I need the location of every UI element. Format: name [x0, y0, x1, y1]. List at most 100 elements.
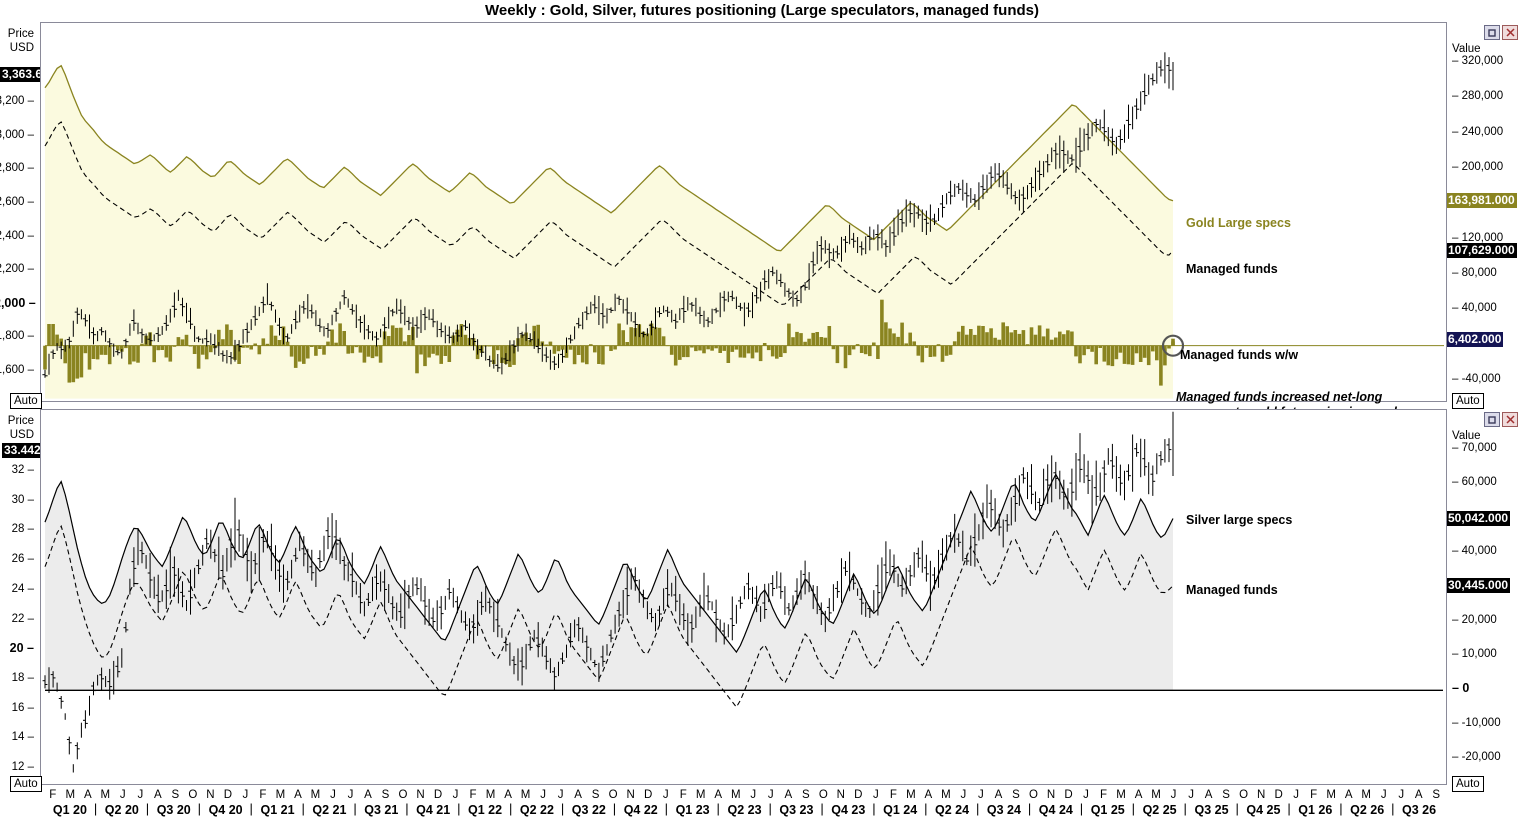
x-axis-month: A — [83, 789, 92, 801]
gold-right-tick: – 120,000 — [1452, 231, 1504, 244]
gold-panel: Price USD 3,200 – 3,000 – 2,800 – 2,600 – 2,40… — [0, 22, 1524, 419]
restore-icon[interactable] — [1484, 25, 1500, 40]
axis-head-price: Price — [7, 28, 34, 40]
x-axis-separator: | — [301, 801, 305, 816]
x-axis-quarter: Q4 24 — [1038, 803, 1073, 817]
x-axis-month: F — [49, 789, 57, 801]
x-axis-month: O — [1239, 789, 1249, 801]
axis-head-value: Value — [1452, 430, 1481, 442]
x-axis-quarter: Q1 20 — [52, 803, 87, 817]
x-axis-month: N — [206, 789, 215, 801]
gold-left-tick: 2,800 – — [0, 162, 34, 175]
x-axis-separator: | — [768, 801, 772, 816]
silver-left-tick: 30 – — [11, 493, 34, 506]
x-axis-month: O — [818, 789, 828, 801]
axis-head-value: Value — [1452, 43, 1481, 55]
x-axis-month: J — [1083, 789, 1089, 801]
x-axis-month: N — [1256, 789, 1266, 801]
x-axis-month: M — [310, 789, 321, 801]
x-axis-quarter: Q3 24 — [986, 803, 1021, 817]
silver-right-tick: – 70,000 — [1452, 442, 1497, 454]
x-axis-quarter: Q1 23 — [675, 803, 710, 817]
gold-right-tick: – 280,000 — [1452, 90, 1504, 103]
x-axis-month: F — [889, 789, 897, 801]
x-axis-month: N — [626, 789, 635, 801]
x-axis-month: A — [924, 789, 933, 801]
silver-right-tick: – -10,000 — [1452, 716, 1501, 729]
silver-right-auto-button[interactable]: Auto — [1452, 776, 1484, 792]
gold-left-axis: Price USD 3,200 – 3,000 – 2,800 – 2,600 – 2,40… — [0, 22, 45, 400]
x-axis-month: J — [767, 789, 774, 801]
x-axis-month: M — [100, 789, 111, 801]
x-axis-month: D — [223, 789, 233, 801]
gold-right-tick: – 200,000 — [1452, 161, 1504, 173]
x-axis-quarter: Q4 21 — [416, 803, 451, 817]
silver-price-flag: 33.442 — [2, 442, 43, 458]
x-axis-month: M — [1326, 789, 1336, 801]
x-axis-month: O — [608, 789, 618, 801]
silver-right-axis: Value – 70,000 – 60,000 – 40,000 – 20,000 – 1… — [1445, 409, 1524, 783]
x-axis-separator: | — [612, 801, 617, 816]
x-axis-month: M — [906, 789, 916, 801]
x-axis-month: J — [452, 789, 459, 801]
x-axis-quarter: Q4 20 — [208, 803, 243, 817]
x-axis-separator: | — [145, 801, 150, 816]
x-axis-month: J — [242, 789, 249, 801]
x-axis-quarter: Q1 24 — [883, 803, 918, 817]
x-axis-month: J — [137, 789, 144, 801]
x-axis-quarter: Q3 26 — [1402, 803, 1437, 817]
gold-left-tick: 3,200 – — [0, 95, 34, 107]
x-axis-month: A — [504, 789, 512, 801]
x-axis-separator: | — [93, 801, 98, 816]
x-axis-month: J — [1170, 789, 1177, 801]
x-axis-quarter: Q1 21 — [260, 803, 295, 817]
x-axis-month: D — [1274, 789, 1283, 801]
gold-annotation-line1: Managed funds increased net-long — [1176, 390, 1383, 404]
x-axis-separator: | — [924, 801, 928, 816]
gold-right-axis: Value – 320,000 – 280,000 – 240,000 – 200,00… — [1445, 22, 1524, 400]
x-axis-quarter: Q3 21 — [364, 803, 399, 817]
gold-chart-svg — [42, 52, 1444, 399]
x-axis-month: J — [540, 789, 546, 801]
x-axis-month: A — [294, 789, 302, 801]
series-label-gold-managed-funds: Managed funds — [1186, 262, 1278, 276]
x-axis-month: M — [520, 789, 531, 801]
x-axis-month: J — [662, 789, 669, 801]
x-axis-month: O — [1028, 789, 1038, 801]
x-axis-separator: | — [716, 801, 720, 816]
silver-plot-area[interactable] — [40, 409, 1447, 785]
x-axis-month: S — [801, 789, 810, 801]
x-axis-month: M — [1361, 789, 1371, 801]
gold-right-tick: – 320,000 — [1452, 55, 1504, 67]
x-axis-quarter: Q2 22 — [519, 803, 554, 817]
x-axis-month: N — [836, 789, 845, 801]
x-axis-separator: | — [1079, 801, 1084, 816]
gold-window-buttons[interactable] — [1484, 25, 1518, 40]
axis-head-usd: USD — [9, 42, 34, 54]
close-icon[interactable] — [1502, 412, 1518, 427]
silver-left-auto-button[interactable]: Auto — [10, 776, 42, 792]
gold-right-tick: – 80,000 — [1452, 267, 1497, 279]
gold-plot-area[interactable] — [40, 22, 1447, 402]
x-axis-quarter: Q2 24 — [935, 803, 970, 817]
x-axis-month: F — [259, 789, 267, 801]
gold-right-auto-button[interactable]: Auto — [1452, 393, 1484, 409]
silver-right-tick: – 60,000 — [1452, 476, 1497, 489]
x-axis-quarter: Q1 25 — [1090, 803, 1125, 817]
x-axis-separator: | — [457, 801, 461, 816]
silver-window-buttons[interactable] — [1484, 412, 1518, 427]
silver-value-flag: 30,445.000 — [1446, 577, 1511, 593]
silver-left-tick: 16 – — [11, 701, 34, 714]
x-axis-separator: | — [560, 801, 565, 816]
x-axis-month: S — [1432, 789, 1441, 801]
x-axis-month: J — [978, 789, 984, 801]
restore-icon[interactable] — [1484, 412, 1500, 427]
close-icon[interactable] — [1502, 25, 1518, 40]
x-axis-separator: | — [197, 801, 202, 816]
x-axis-separator: | — [820, 801, 824, 816]
x-axis-quarter: Q3 25 — [1194, 803, 1229, 817]
x-axis-separator: | — [1027, 801, 1032, 816]
x-axis-month: J — [1188, 789, 1194, 801]
gold-left-auto-button[interactable]: Auto — [10, 393, 42, 409]
